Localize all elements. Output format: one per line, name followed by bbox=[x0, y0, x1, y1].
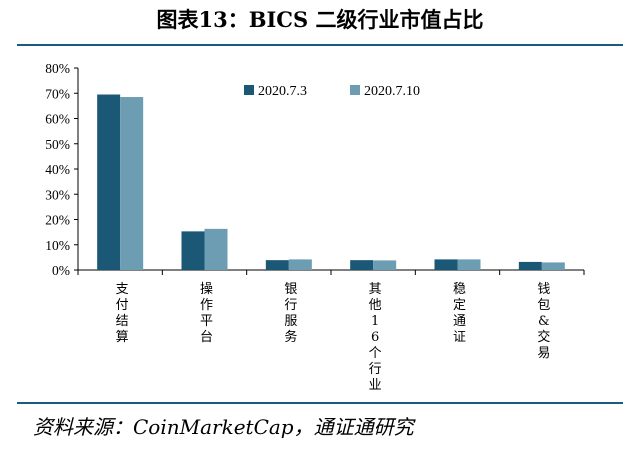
y-tick-label: 40% bbox=[45, 162, 70, 177]
y-tick-label: 50% bbox=[45, 137, 70, 152]
bar bbox=[518, 261, 542, 270]
y-tick-label: 10% bbox=[45, 238, 70, 253]
bar bbox=[181, 231, 205, 270]
bar bbox=[373, 260, 397, 270]
bar bbox=[457, 259, 481, 270]
y-tick-label: 60% bbox=[45, 112, 70, 127]
x-tick-label: 操作平台 bbox=[200, 281, 213, 345]
bar-chart: 0% 10% 20% 30% 40% 50% 60% 70% 80% 支付结算 操作平台 银行服务 其他… bbox=[45, 61, 585, 393]
bar bbox=[265, 260, 289, 270]
x-tick-label: 支付结算 bbox=[116, 282, 129, 345]
y-tick-label: 80% bbox=[45, 61, 70, 76]
bar bbox=[288, 259, 312, 270]
x-tick-label: 其他 1 6 个行业 bbox=[369, 282, 382, 393]
source-note: 资料来源：CoinMarketCap，通证通研究 bbox=[33, 415, 414, 439]
y-tick-label: 30% bbox=[45, 187, 70, 202]
x-tick-label: 稳定通证 bbox=[453, 281, 466, 345]
y-tick-label: 0% bbox=[52, 263, 70, 278]
legend-swatch bbox=[244, 85, 254, 95]
legend-swatch bbox=[350, 85, 360, 95]
title-rule bbox=[17, 44, 623, 46]
bar bbox=[350, 260, 374, 270]
legend-label: 2020.7.3 bbox=[258, 84, 307, 99]
source-rule bbox=[17, 402, 623, 404]
legend-label: 2020.7.10 bbox=[364, 84, 420, 99]
bar bbox=[541, 262, 565, 270]
bar bbox=[204, 228, 228, 270]
chart-title: 图表13：BICS 二级行业市值占比 bbox=[156, 7, 484, 32]
y-tick-label: 70% bbox=[45, 86, 70, 101]
x-tick-label: 钱包&交易 bbox=[537, 282, 550, 361]
bar bbox=[97, 94, 121, 270]
bar bbox=[434, 259, 458, 270]
bar bbox=[120, 97, 144, 270]
y-tick-label: 20% bbox=[45, 213, 70, 228]
x-tick-label: 银行服务 bbox=[284, 282, 297, 345]
